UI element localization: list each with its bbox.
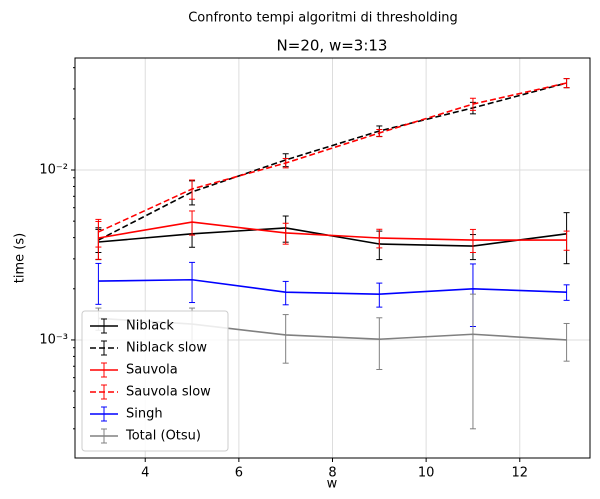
error-bar <box>563 284 570 301</box>
x-tick-label: 12 <box>511 466 528 481</box>
error-bar <box>189 261 196 304</box>
error-bar <box>282 314 289 364</box>
error-bar <box>376 317 383 371</box>
x-tick-label: 6 <box>235 466 243 481</box>
error-bar <box>95 218 102 248</box>
x-tick-label: 10 <box>418 466 435 481</box>
legend-box <box>81 310 229 452</box>
error-bar <box>376 282 383 308</box>
legend-label: Singh <box>126 407 163 422</box>
suptitle: Confronto tempi algoritmi di thresholdin… <box>188 11 458 26</box>
error-bar <box>563 322 570 362</box>
error-bar <box>563 78 570 89</box>
error-bar <box>95 262 102 305</box>
error-bar <box>469 228 476 253</box>
y-tick-label: 10⁻³ <box>39 332 68 347</box>
error-bar <box>189 210 196 236</box>
plot-frame <box>74 57 591 459</box>
x-tick-label: 8 <box>328 466 336 481</box>
legend-label: Niblack <box>126 319 174 334</box>
chart-title: N=20, w=3:13 <box>277 37 388 55</box>
legend-label: Sauvola <box>126 363 178 378</box>
legend-label: Total (Otsu) <box>125 429 201 444</box>
legend-label: Niblack slow <box>126 341 207 356</box>
legend-label: Sauvola slow <box>126 385 211 400</box>
y-axis-label: time (s) <box>13 233 28 283</box>
series-line <box>98 278 567 295</box>
series-line <box>98 82 567 233</box>
x-tick-label: 4 <box>141 466 149 481</box>
x-axis-label: w <box>327 477 338 492</box>
error-bar <box>282 280 289 306</box>
y-tick-label: 10⁻² <box>39 162 68 177</box>
error-bar <box>469 293 476 430</box>
series-line <box>98 82 567 241</box>
series-line <box>98 221 567 241</box>
